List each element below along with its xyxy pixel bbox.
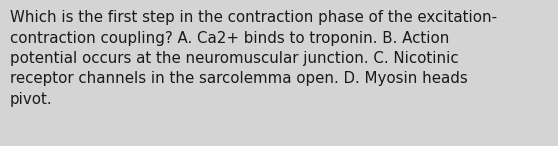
Text: Which is the first step in the contraction phase of the excitation-
contraction : Which is the first step in the contracti… <box>10 10 497 107</box>
